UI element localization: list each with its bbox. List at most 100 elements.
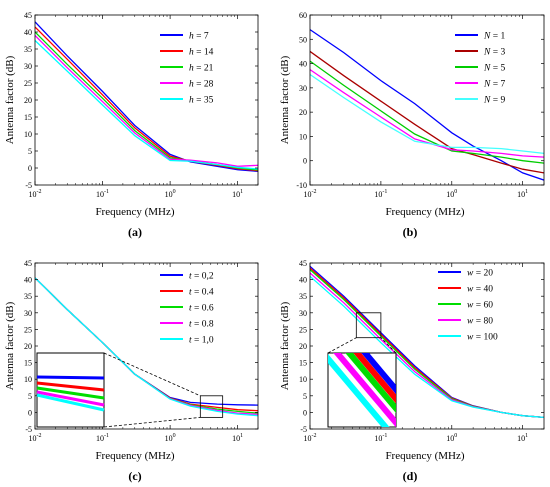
- legend-label: N = 5: [483, 64, 505, 74]
- inset-line-2: [36, 381, 105, 392]
- y-tick-label: 35: [24, 292, 32, 301]
- y-tick-label: -5: [300, 425, 307, 434]
- series-line-2: [35, 26, 258, 172]
- chart-panel-1: -5 0 5 10 15 20 25 30 35 40 45 10-2 10-1 100 101 Freque…: [4, 11, 259, 239]
- y-tick-label: 25: [299, 325, 307, 334]
- y-tick-label: 15: [24, 113, 32, 122]
- y-axis-label: Antenna factor (dB): [279, 55, 291, 144]
- legend: h = 7 h = 14 h = 21 h = 28 h = 35: [160, 32, 214, 106]
- series-line-2: [310, 50, 544, 174]
- y-tick-label: 15: [299, 359, 307, 368]
- series-line-1: [35, 21, 258, 173]
- y-tick-label: 20: [24, 342, 32, 351]
- y-tick-label: 10: [299, 132, 307, 141]
- x-tick-label: 10-2: [29, 433, 42, 443]
- y-tick-label: 60: [299, 11, 307, 20]
- legend-label: t = 0.6: [189, 304, 214, 314]
- zoom-box: [355, 312, 382, 339]
- panel-caption: (b): [403, 225, 418, 239]
- x-axis-label: Frequency (MHz): [95, 206, 174, 218]
- legend-label: h = 35: [189, 96, 214, 106]
- series-line-4: [310, 69, 544, 158]
- legend-label: N = 9: [483, 96, 505, 106]
- inset-line-1: [36, 375, 105, 380]
- y-tick-label: 40: [299, 276, 307, 285]
- zoom-box: [199, 395, 224, 418]
- y-tick-label: 30: [299, 309, 307, 318]
- legend-label: w = 60: [467, 301, 493, 311]
- legend: w = 20 w = 40 w = 60 w = 80 w = 100: [438, 269, 498, 343]
- x-tick-label: 100: [165, 189, 176, 199]
- zoom-connector: [103, 352, 201, 397]
- inset-line-3: [345, 353, 396, 414]
- series-group: [35, 277, 258, 417]
- chart-panel-2: -10 0 10 20 30 40 50 60 10-2 10-1 100 101 Frequency …: [279, 11, 545, 239]
- legend-label: h = 21: [189, 64, 214, 74]
- zoom-connector: [327, 337, 357, 354]
- y-tick-label: 25: [24, 79, 32, 88]
- x-tick-label: 101: [232, 189, 243, 199]
- inset-line-4: [333, 353, 396, 427]
- panel-caption: (d): [403, 469, 418, 483]
- panel-caption: (a): [128, 225, 142, 239]
- chart-panel-3: -5 0 5 10 15 20 25 30 35 40 45 10-2 10-1 100 101 Freque…: [4, 259, 259, 483]
- y-tick-label: 40: [24, 276, 32, 285]
- y-axis-label: Antenna factor (dB): [279, 301, 291, 390]
- x-axis-label: Frequency (MHz): [385, 450, 464, 462]
- legend-label: t = 0,2: [189, 272, 214, 282]
- legend-label: w = 100: [467, 333, 498, 343]
- series-group: [310, 29, 544, 181]
- x-tick-label: 101: [517, 433, 528, 443]
- y-tick-label: 5: [28, 392, 32, 401]
- legend-label: w = 80: [467, 317, 493, 327]
- y-tick-label: 30: [24, 62, 32, 71]
- inset-lines: [328, 353, 396, 427]
- legend-label: N = 7: [483, 80, 505, 90]
- legend-label: N = 3: [483, 48, 505, 58]
- x-tick-label: 100: [446, 189, 457, 199]
- legend-label: w = 40: [467, 285, 493, 295]
- y-tick-label: 0: [303, 408, 307, 417]
- legend-label: h = 28: [189, 80, 214, 90]
- y-tick-label: 30: [24, 309, 32, 318]
- x-tick-label: 10-1: [96, 433, 109, 443]
- x-tick-label: 101: [232, 433, 243, 443]
- y-tick-label: -5: [25, 425, 32, 434]
- legend-label: N = 1: [483, 32, 505, 42]
- y-tick-label: 20: [299, 108, 307, 117]
- series-line-5: [310, 73, 544, 155]
- legend-label: w = 20: [467, 269, 493, 279]
- y-tick-label: 0: [303, 157, 307, 166]
- legend: N = 1 N = 3 N = 5 N = 7 N = 9: [455, 32, 505, 106]
- chart-panel-4: -5 0 5 10 15 20 25 30 35 40 45 10-2 10-1 100 101 Freque…: [279, 259, 545, 483]
- x-axis-label: Frequency (MHz): [385, 206, 464, 218]
- zoom-connector: [103, 416, 201, 428]
- series-line-3: [35, 31, 258, 171]
- y-tick-label: 35: [299, 292, 307, 301]
- y-tick-label: 20: [24, 96, 32, 105]
- y-tick-label: 25: [24, 325, 32, 334]
- x-tick-label: 10-2: [304, 433, 317, 443]
- x-tick-label: 10-1: [374, 189, 387, 199]
- y-tick-label: 30: [299, 84, 307, 93]
- plot-frame: [309, 14, 545, 186]
- x-tick-label: 100: [165, 433, 176, 443]
- series-line-4: [35, 34, 258, 167]
- x-tick-label: 10-2: [304, 189, 317, 199]
- y-tick-label: 45: [24, 259, 32, 268]
- y-tick-label: 10: [24, 375, 32, 384]
- series-group: [35, 21, 258, 173]
- y-tick-label: 45: [299, 259, 307, 268]
- y-tick-label: -10: [296, 181, 307, 190]
- y-tick-label: 35: [24, 45, 32, 54]
- legend-label: t = 1,0: [189, 336, 214, 346]
- legend-label: h = 7: [189, 32, 209, 42]
- inset-line-3: [36, 386, 105, 400]
- zoom-connector: [380, 337, 397, 354]
- y-axis-label: Antenna factor (dB): [4, 55, 16, 144]
- y-tick-label: 15: [24, 359, 32, 368]
- series-line-5: [35, 277, 258, 417]
- x-tick-label: 10-2: [29, 189, 42, 199]
- panel-caption: (c): [128, 469, 141, 483]
